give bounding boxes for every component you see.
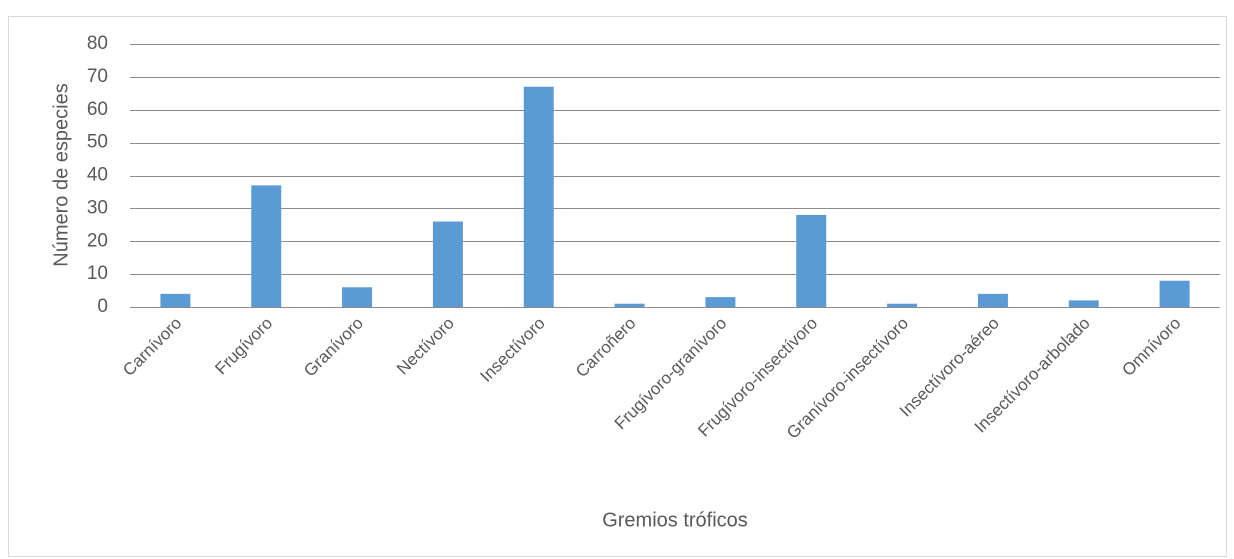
chart-border	[8, 16, 1227, 557]
y-tick-label: 40	[87, 165, 108, 186]
bar	[614, 303, 645, 307]
y-tick-label: 20	[87, 230, 108, 251]
y-tick-label: 0	[97, 296, 108, 317]
y-tick-label: 50	[87, 132, 108, 153]
bar	[796, 214, 827, 307]
bar	[342, 287, 373, 307]
bar	[523, 86, 554, 307]
bar	[251, 185, 282, 307]
y-tick-label: 30	[87, 197, 108, 218]
bar	[160, 293, 191, 307]
x-axis-label: Gremios tróficos	[602, 509, 748, 531]
y-tick-label: 70	[87, 66, 108, 87]
bar	[432, 221, 463, 307]
y-axis-label: Número de especies	[50, 83, 72, 266]
y-tick-label: 80	[87, 33, 108, 54]
bar	[887, 303, 918, 307]
y-tick-label: 10	[87, 263, 108, 284]
bar	[705, 297, 736, 307]
bar	[977, 293, 1008, 307]
bar	[1068, 300, 1099, 307]
y-tick-label: 60	[87, 99, 108, 120]
bar	[1159, 280, 1190, 307]
